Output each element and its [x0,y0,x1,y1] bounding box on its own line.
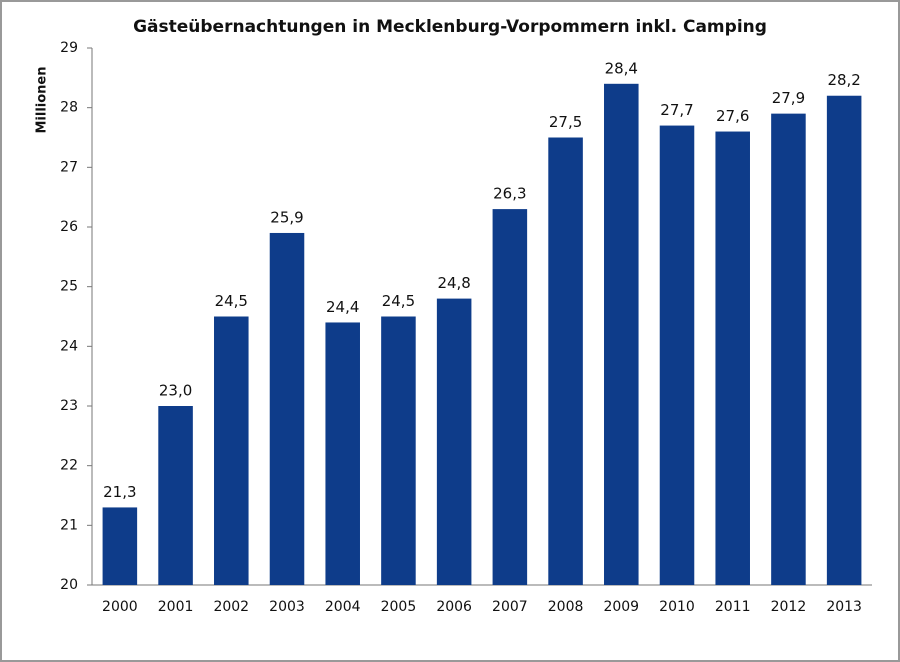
x-tick-label: 2004 [325,599,361,615]
y-tick-label: 22 [60,458,78,474]
x-tick-label: 2008 [548,599,584,615]
x-tick-label: 2009 [603,599,639,615]
bar [826,95,862,585]
x-tick-label: 2012 [771,599,807,615]
bar [381,316,416,585]
bar [214,316,249,585]
value-label: 27,9 [772,89,805,107]
bar [715,131,750,586]
bar [158,406,193,585]
value-label: 28,4 [605,59,638,77]
value-label: 21,3 [103,483,136,501]
y-tick-label: 28 [60,100,78,116]
bar [771,113,806,585]
value-label: 24,5 [382,292,415,310]
value-label: 24,8 [437,274,470,292]
y-tick-label: 29 [60,40,78,56]
x-tick-label: 2005 [381,599,417,615]
x-tick-label: 2007 [492,599,528,615]
x-tick-label: 2000 [102,599,138,615]
value-label: 23,0 [159,382,192,400]
x-tick-label: 2013 [826,599,862,615]
y-tick-label: 23 [60,398,78,414]
value-label: 27,7 [660,101,693,119]
bar [659,125,695,586]
x-tick-label: 2010 [659,599,695,615]
x-tick-label: 2003 [269,599,305,615]
value-label: 27,6 [716,107,749,125]
x-tick-label: 2001 [158,599,194,615]
value-label: 27,5 [549,113,582,131]
bar [325,322,360,585]
bar [436,298,472,585]
value-label: 25,9 [270,208,303,226]
x-tick-label: 2011 [715,599,751,615]
y-axis-label: Millionen [35,66,50,133]
y-tick-label: 25 [60,279,78,295]
value-label: 28,2 [827,71,860,89]
x-tick-label: 2002 [213,599,249,615]
bar [269,232,305,585]
y-tick-label: 21 [60,517,78,533]
chart-title: Gästeübernachtungen in Mecklenburg-Vorpo… [133,17,767,37]
bar [548,137,583,585]
bar [102,507,138,585]
value-label: 24,4 [326,298,359,316]
value-label: 26,3 [493,185,526,203]
y-tick-label: 27 [60,159,78,175]
x-tick-label: 2006 [436,599,472,615]
y-tick-label: 24 [60,338,78,354]
bar [604,83,639,586]
value-label: 24,5 [215,292,248,310]
bar [492,209,528,585]
y-tick-label: 26 [60,219,78,235]
y-tick-label: 20 [60,577,78,593]
